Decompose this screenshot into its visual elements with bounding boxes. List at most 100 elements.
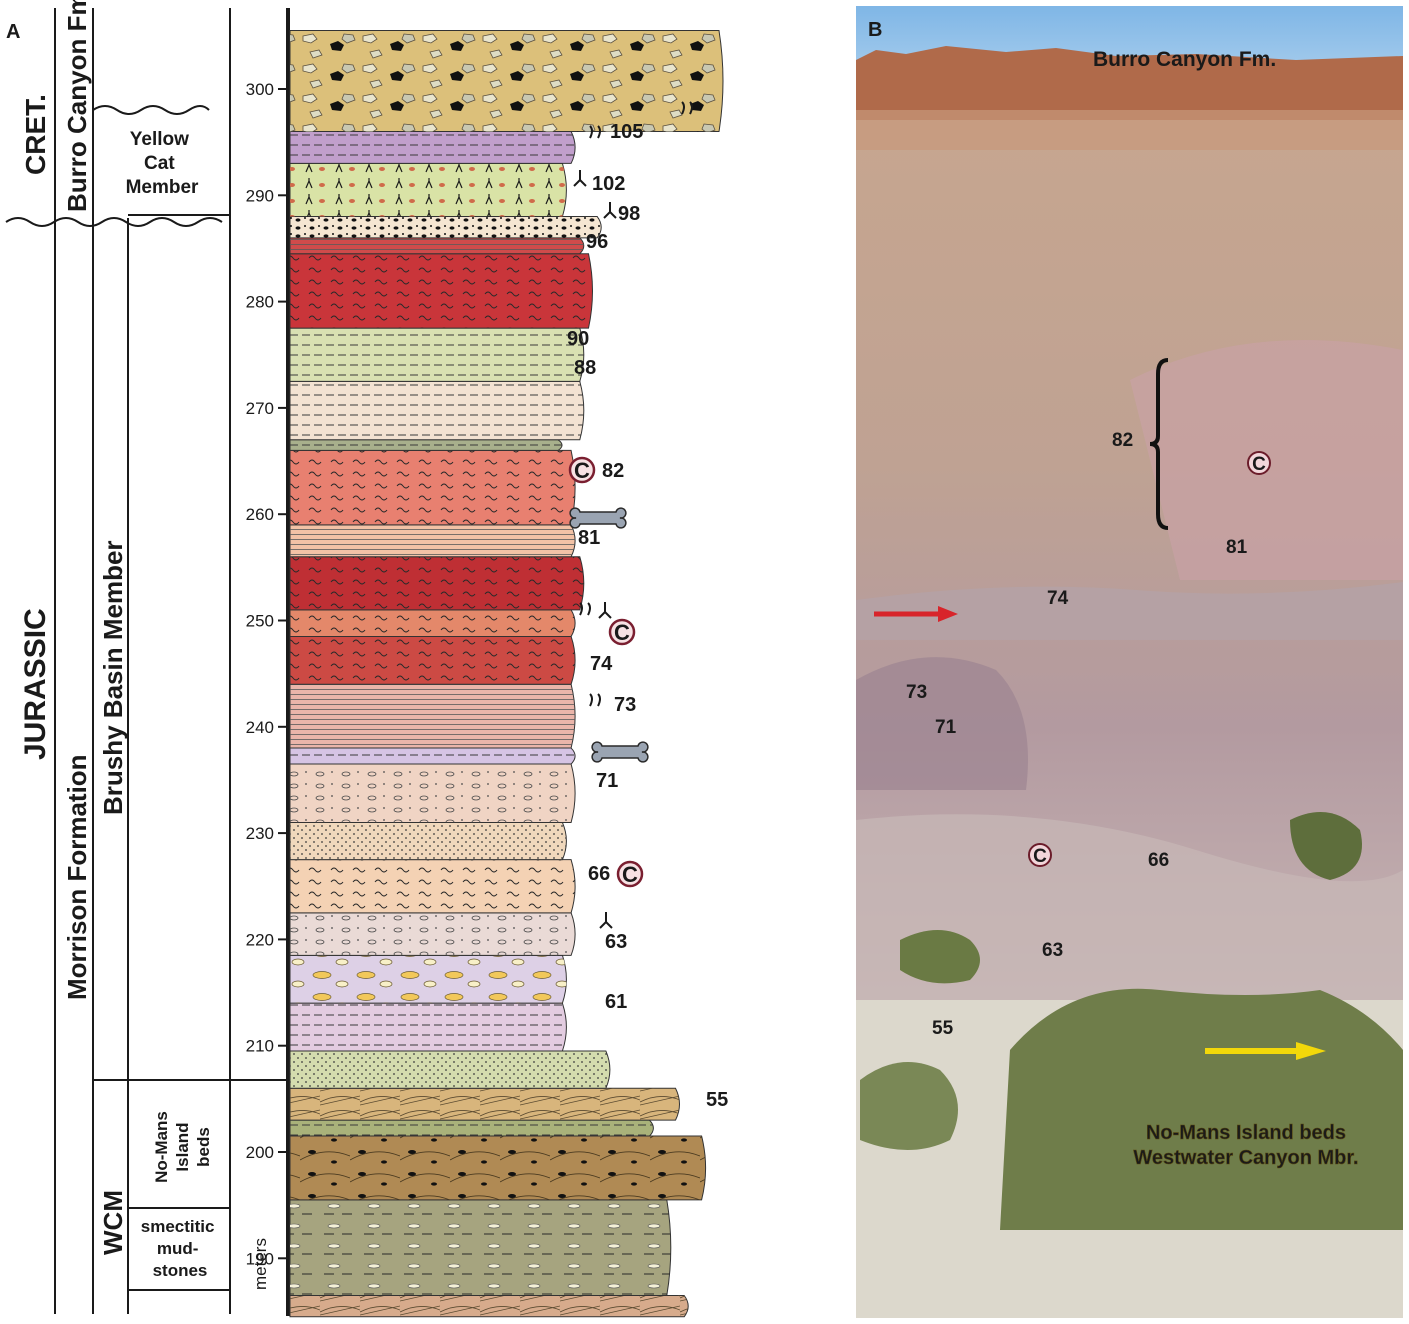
bed xyxy=(289,556,585,611)
photo-bed-label: 74 xyxy=(1047,588,1069,609)
meters-axis: meters 190 200 210 220 230 240 250 260 270 280 290… xyxy=(246,8,290,1316)
burrow-icon xyxy=(589,693,601,707)
unconformity-cret-jurassic xyxy=(5,217,223,227)
no-mans-line-3: beds xyxy=(194,1127,213,1167)
bed xyxy=(289,1119,654,1137)
unit-cret: CRET. xyxy=(20,94,51,175)
photo-bed-label: 55 xyxy=(932,1018,954,1039)
axis-tick-label: 230 xyxy=(246,824,274,843)
panel-a-letter: A xyxy=(6,21,20,43)
axis-tick-label: 250 xyxy=(246,612,274,631)
bed-label: 55 xyxy=(706,1089,728,1111)
bed-label: 82 xyxy=(602,460,624,482)
photo-c-symbol-lower: C xyxy=(1028,843,1052,867)
photo-bed-label: 81 xyxy=(1226,537,1248,558)
photo-shrub-mid xyxy=(900,930,980,984)
bed-label: 66 xyxy=(588,863,610,885)
photo-title: Burro Canyon Fm. xyxy=(1093,48,1276,71)
no-mans-line-2: Island xyxy=(173,1122,192,1171)
photo-labels: 82 81 74 73 71 66 63 55 xyxy=(906,430,1248,1039)
bed xyxy=(289,380,585,441)
bed-label: 73 xyxy=(614,694,636,716)
bed xyxy=(289,1050,611,1089)
bed xyxy=(289,439,563,451)
c-symbol: C xyxy=(568,456,596,484)
axis-tick-label: 270 xyxy=(246,399,274,418)
no-mans-line-1: No-Mans xyxy=(152,1111,171,1183)
bed xyxy=(289,1199,672,1297)
c-symbol: C xyxy=(616,860,644,888)
axis-tick-label: 210 xyxy=(246,1037,274,1056)
axis-tick-label: 240 xyxy=(246,718,274,737)
bed xyxy=(289,747,576,765)
c-symbol: C xyxy=(608,618,636,646)
bone-icon xyxy=(569,507,627,529)
svg-text:C: C xyxy=(1252,454,1266,475)
bed xyxy=(289,912,576,956)
burrow-icon xyxy=(681,101,693,115)
contact-burro-yellow-cat xyxy=(92,105,210,115)
bed-label: 102 xyxy=(592,173,625,195)
bed-label: 98 xyxy=(618,203,640,225)
bracket-82 xyxy=(1149,358,1169,530)
svg-text:C: C xyxy=(574,458,590,483)
photo-bed-label: 73 xyxy=(906,682,927,703)
bed xyxy=(289,327,585,382)
photo-shrub-upper xyxy=(1290,812,1362,880)
unit-no-mans-island-group: No-Mans Island beds xyxy=(152,1111,213,1183)
bed xyxy=(289,216,602,239)
bed xyxy=(289,237,585,255)
bed xyxy=(289,609,576,637)
unit-morrison: Morrison Formation xyxy=(62,754,92,1000)
root-icon xyxy=(599,912,613,929)
bed-label: 81 xyxy=(578,527,600,549)
photo-bench xyxy=(856,582,1403,640)
bed-label: 88 xyxy=(574,357,596,379)
bed-label: 105 xyxy=(610,121,643,143)
bed xyxy=(289,635,576,685)
bed xyxy=(289,131,576,164)
photo-shrubs-left xyxy=(860,1062,958,1150)
axis-tick-label: 200 xyxy=(246,1143,274,1162)
bed-label: 74 xyxy=(590,653,613,675)
axis-tick-label: 190 xyxy=(246,1249,274,1268)
bed xyxy=(289,821,567,861)
bed-label: 63 xyxy=(605,931,627,953)
panel-a: A CRET. JURASSIC Burro Canyon Fm. Morris… xyxy=(5,0,728,1318)
bed xyxy=(289,763,576,823)
bed xyxy=(289,30,724,133)
unit-wcm: WCM xyxy=(98,1190,128,1255)
photo-bed-label: 63 xyxy=(1042,940,1063,961)
unit-brushy-basin: Brushy Basin Member xyxy=(98,540,128,815)
unit-smectitic: smectitic mud- stones xyxy=(141,1217,219,1280)
red-arrow xyxy=(874,606,958,622)
unit-yellow-cat: Yellow Cat Member xyxy=(126,129,199,198)
bed xyxy=(289,1087,680,1121)
photo-lower-slope xyxy=(856,814,1403,1000)
photo-mound-left xyxy=(856,657,1028,790)
photo-rubble-top xyxy=(856,110,1403,150)
photo-caprock xyxy=(856,46,1403,120)
bone-icon xyxy=(591,741,649,763)
photo-bed-label: 66 xyxy=(1148,850,1169,871)
axis-tick-label: 290 xyxy=(246,186,274,205)
unit-burro-canyon: Burro Canyon Fm. xyxy=(62,0,92,212)
photo-caption-line-1: No-Mans Island beds xyxy=(1146,1122,1346,1144)
panel-b-letter: B xyxy=(868,19,882,41)
photo-caption-line-2: Westwater Canyon Mbr. xyxy=(1133,1147,1358,1169)
axis-tick-label: 280 xyxy=(246,293,274,312)
svg-text:C: C xyxy=(1033,846,1047,867)
bed-label: 96 xyxy=(586,231,608,253)
unit-columns xyxy=(5,8,288,1314)
bed xyxy=(289,859,576,914)
bed xyxy=(289,1135,707,1201)
photo-bed-label: 82 xyxy=(1112,430,1133,451)
unit-jurassic: JURASSIC xyxy=(19,608,52,760)
bed xyxy=(289,524,576,558)
bed xyxy=(289,1295,689,1318)
photo-c-symbol-upper: C xyxy=(1247,451,1271,475)
root-icon xyxy=(598,602,612,619)
